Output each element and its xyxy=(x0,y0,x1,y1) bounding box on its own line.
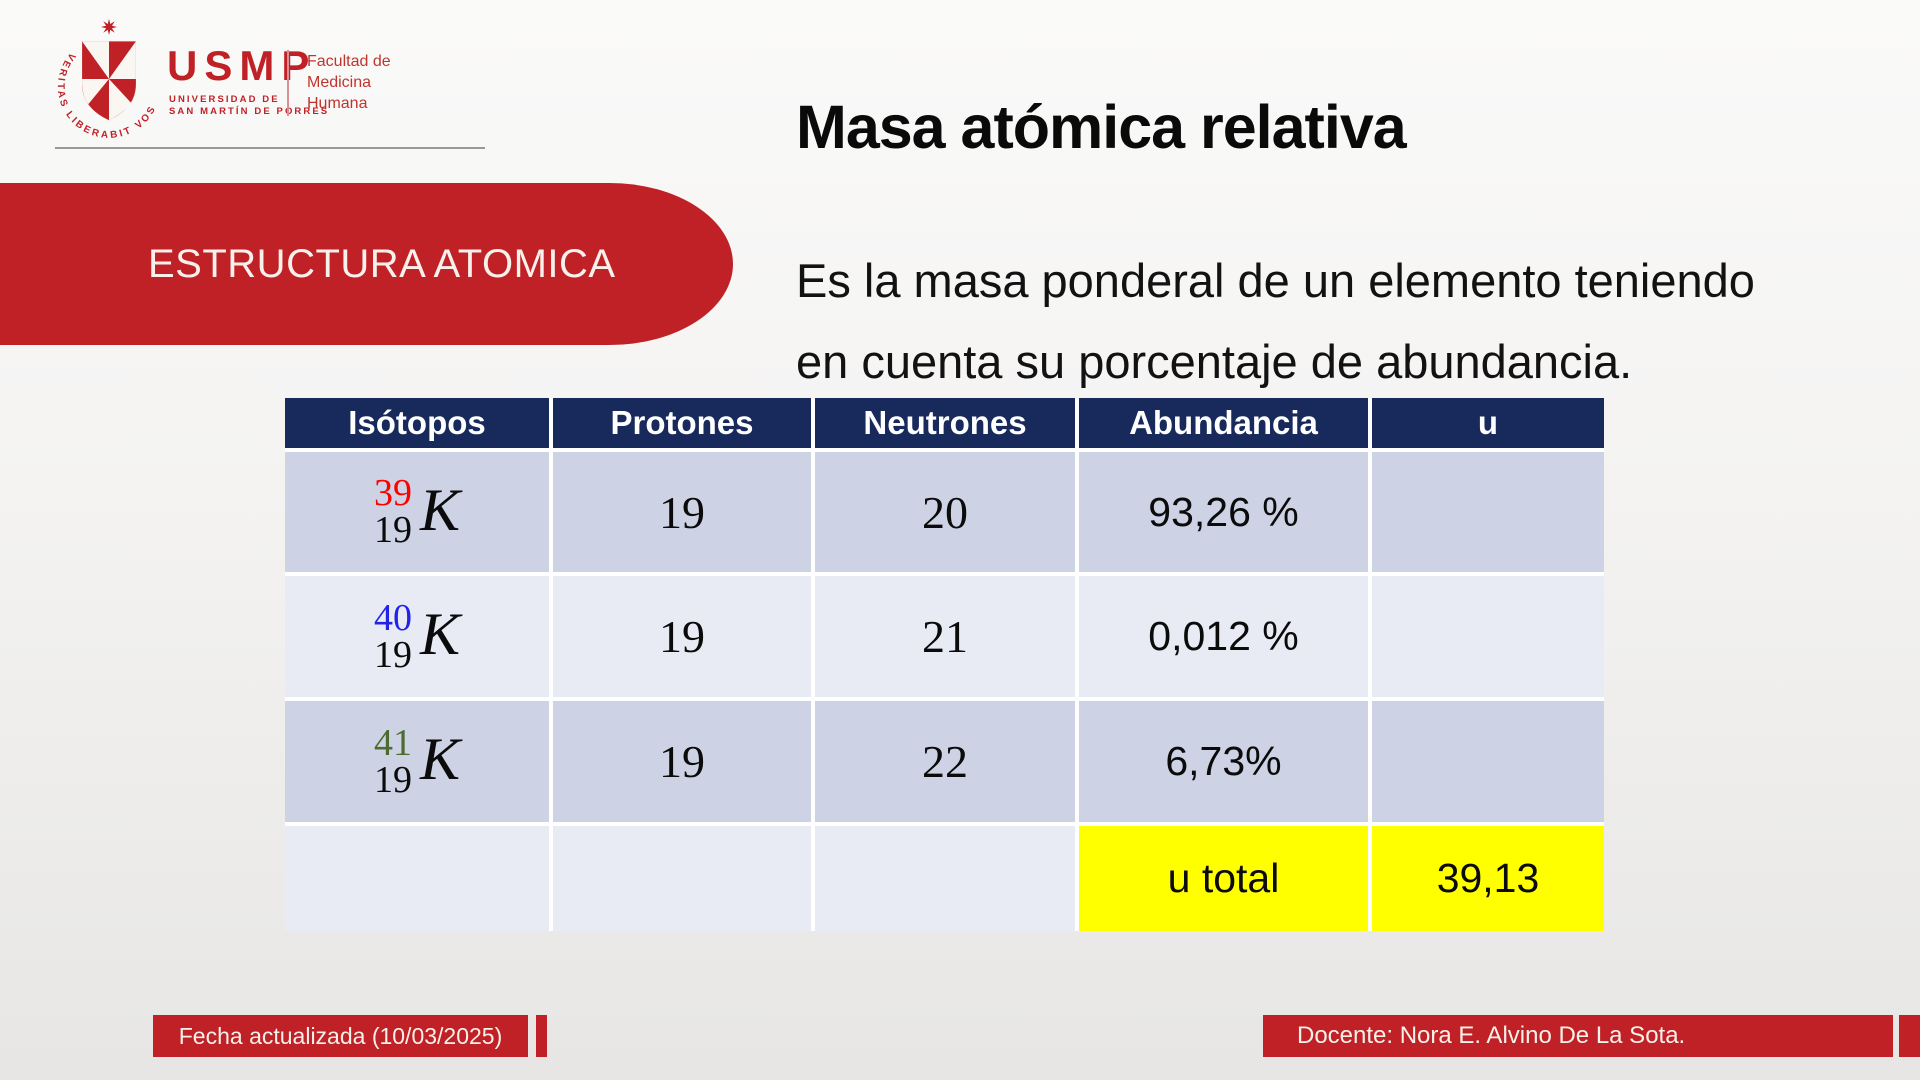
slide-title: Masa atómica relativa xyxy=(796,93,1407,161)
faculty-name: Facultad de Medicina Humana xyxy=(307,53,391,112)
table-row-1-abundance: 93,26 % xyxy=(1079,452,1368,572)
table-row-2-protons: 19 xyxy=(553,576,811,697)
section-banner-label: ESTRUCTURA ATOMICA xyxy=(148,241,616,286)
table-row-1-isotope: 39 19 K xyxy=(285,452,549,572)
logo-divider xyxy=(287,50,289,116)
footer-date-bar: Fecha actualizada (10/03/2025) xyxy=(153,1015,528,1057)
table-row-2-neutrons: 21 xyxy=(815,576,1075,697)
column-header-isotopos: Isótopos xyxy=(285,398,549,448)
isotope-table: Isótopos Protones Neutrones Abundancia u… xyxy=(285,398,1604,931)
table-row-2-abundance: 0,012 % xyxy=(1079,576,1368,697)
description-line1: Es la masa ponderal de un elemento tenie… xyxy=(796,254,1755,307)
mass-number: 41 xyxy=(373,721,412,764)
logo-underline-rule xyxy=(55,147,485,149)
footer-teacher-bar: Docente: Nora E. Alvino De La Sota. xyxy=(1263,1015,1893,1057)
university-line2: SAN MARTÍN DE PORRES xyxy=(169,106,330,117)
section-banner: ESTRUCTURA ATOMICA xyxy=(0,183,733,345)
mass-number: 40 xyxy=(373,596,412,639)
table-row-2-isotope: 40 19 K xyxy=(285,576,549,697)
usmp-logo: VERITAS LIBERABIT VOS USMP UNIVERSIDAD D… xyxy=(55,18,485,149)
footer-date-tick xyxy=(536,1015,547,1057)
table-row-1-u xyxy=(1372,452,1604,572)
table-row-1-neutrons: 20 xyxy=(815,452,1075,572)
footer-edge-tick xyxy=(1899,1015,1920,1057)
usmp-shield-icon: VERITAS LIBERABIT VOS xyxy=(55,18,156,140)
slide-description: Es la masa ponderal de un elemento tenie… xyxy=(796,240,1755,402)
table-row-3-protons: 19 xyxy=(553,701,811,822)
university-line1: UNIVERSIDAD DE xyxy=(169,94,280,105)
description-line2: en cuenta su porcentaje de abundancia. xyxy=(796,335,1633,388)
atomic-number: 19 xyxy=(373,509,412,551)
table-row-4-empty xyxy=(285,826,549,931)
column-header-abundancia: Abundancia xyxy=(1079,398,1368,448)
element-symbol: K xyxy=(419,726,461,792)
u-total-value: 39,13 xyxy=(1372,826,1604,931)
atomic-number: 19 xyxy=(373,758,412,801)
usmp-wordmark: USMP xyxy=(167,42,317,89)
table-row-3-u xyxy=(1372,701,1604,822)
column-header-neutrones: Neutrones xyxy=(815,398,1075,448)
u-total-label: u total xyxy=(1079,826,1368,931)
usmp-university-name: UNIVERSIDAD DE SAN MARTÍN DE PORRES xyxy=(169,94,329,118)
table-row-4-empty xyxy=(815,826,1075,931)
table-row-3-isotope: 41 19 K xyxy=(285,701,549,822)
table-row-1-protons: 19 xyxy=(553,452,811,572)
column-header-protones: Protones xyxy=(553,398,811,448)
table-row-2-u xyxy=(1372,576,1604,697)
table-row-3-neutrons: 22 xyxy=(815,701,1075,822)
isotope-numbers: 40 19 xyxy=(373,596,412,676)
footer-date-text: Fecha actualizada (10/03/2025) xyxy=(178,1022,503,1049)
atomic-number: 19 xyxy=(373,633,412,676)
star-icon xyxy=(100,18,118,36)
table-row-4-empty xyxy=(553,826,811,931)
column-header-u: u xyxy=(1372,398,1604,448)
footer-teacher-text: Docente: Nora E. Alvino De La Sota. xyxy=(1297,1022,1686,1049)
isotope-numbers: 39 19 xyxy=(373,472,412,551)
table-row-3-abundance: 6,73% xyxy=(1079,701,1368,822)
element-symbol: K xyxy=(419,601,461,667)
element-symbol: K xyxy=(419,476,461,543)
isotope-numbers: 41 19 xyxy=(373,721,412,801)
mass-number: 39 xyxy=(373,472,412,514)
